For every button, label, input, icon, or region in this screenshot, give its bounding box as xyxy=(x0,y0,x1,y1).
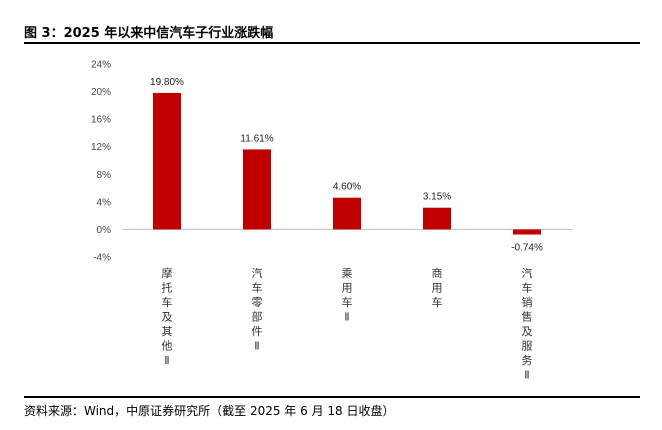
y-axis: -4% 0% 4% 8% 12% 16% 20% 24% xyxy=(91,60,111,264)
y-tick-label: 16% xyxy=(91,115,111,126)
bottom-rule xyxy=(24,396,640,398)
y-tick-label: -4% xyxy=(93,253,111,264)
top-rule xyxy=(24,42,640,44)
bar xyxy=(243,149,271,230)
y-tick-label: 4% xyxy=(97,197,112,208)
source-note: 资料来源：Wind，中原证券研究所（截至 2025 年 6 月 18 日收盘） xyxy=(24,404,395,418)
bar xyxy=(423,207,451,230)
bars-group xyxy=(153,92,541,235)
y-tick-label: 8% xyxy=(97,170,112,181)
category-label: 乘用车 Ⅱ xyxy=(342,267,353,324)
category-label: 商用车 xyxy=(432,266,443,309)
category-labels-group: 摩托车及其他 Ⅱ 汽车零部件 Ⅱ 乘用车 Ⅱ 商用车 汽车销售及服务 Ⅱ xyxy=(162,266,533,382)
bar xyxy=(513,229,541,235)
category-label: 汽车零部件 Ⅱ xyxy=(252,266,263,353)
data-label: 3.15% xyxy=(423,192,451,203)
data-label: 19.80% xyxy=(150,77,184,88)
data-label: 11.61% xyxy=(240,133,273,144)
data-labels-group: 19.80% 11.61% 4.60% 3.15% -0.74% xyxy=(150,77,543,254)
bar xyxy=(153,92,181,230)
data-label: 4.60% xyxy=(333,182,361,193)
category-label: 摩托车及其他 Ⅱ xyxy=(162,266,173,367)
y-tick-label: 20% xyxy=(91,87,111,98)
category-label: 汽车销售及服务 Ⅱ xyxy=(522,266,533,382)
y-tick-label: 24% xyxy=(91,60,111,71)
y-tick-label: 0% xyxy=(97,225,112,236)
y-tick-label: 12% xyxy=(91,142,111,153)
bar xyxy=(333,197,361,230)
figure-title: 图 3：2025 年以来中信汽车子行业涨跌幅 xyxy=(24,26,274,41)
data-label: -0.74% xyxy=(511,243,543,254)
